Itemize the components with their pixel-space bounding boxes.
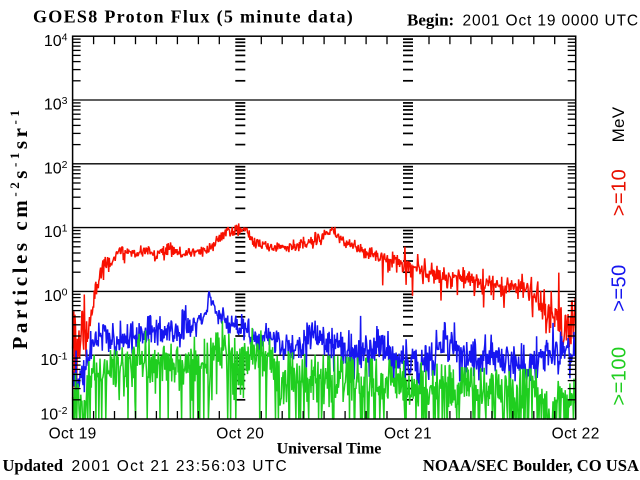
svg-text:2001 Oct 21 23:56:03 UTC: 2001 Oct 21 23:56:03 UTC [72,458,288,475]
svg-text:Begin:: Begin: [407,11,454,30]
svg-text:>=50: >=50 [609,264,631,312]
svg-text:Oct 22: Oct 22 [552,426,600,443]
svg-text:Oct 19: Oct 19 [49,426,97,443]
svg-text:>=100: >=100 [609,346,631,405]
svg-text:>=10: >=10 [609,169,631,217]
svg-text:NOAA/SEC Boulder, CO USA: NOAA/SEC Boulder, CO USA [423,456,639,475]
svg-text:MeV: MeV [609,106,628,142]
svg-text:Oct 21: Oct 21 [384,426,432,443]
svg-text:GOES8 Proton Flux (5 minute da: GOES8 Proton Flux (5 minute data) [33,7,354,28]
svg-text:Oct 20: Oct 20 [216,426,264,443]
svg-text:Particles cm-2s-1sr-1: Particles cm-2s-1sr-1 [7,107,32,350]
svg-text:Updated: Updated [3,456,64,475]
svg-text:Universal Time: Universal Time [277,441,382,458]
svg-text:2001 Oct 19 0000 UTC: 2001 Oct 19 0000 UTC [463,13,639,30]
